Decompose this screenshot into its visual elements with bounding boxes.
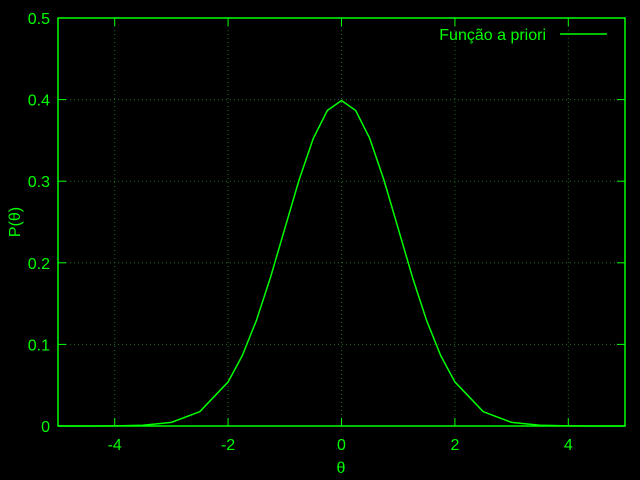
y-tick-label: 0: [41, 419, 50, 436]
y-tick-label: 0.4: [28, 93, 50, 110]
y-tick-label: 0.1: [28, 337, 50, 354]
series-layer: [57, 99, 626, 427]
grid-lines: [58, 18, 625, 426]
y-tick-label: 0.5: [28, 11, 50, 28]
y-axis-label: P(θ): [7, 207, 24, 237]
x-tick-label: -4: [108, 437, 122, 454]
series-line-funcao-a-priori: [57, 99, 626, 427]
y-tick-label: 0.2: [28, 256, 50, 273]
x-axis-label: θ: [337, 460, 346, 477]
y-tick-label: 0.3: [28, 174, 50, 191]
x-tick-label: -2: [221, 437, 235, 454]
x-tick-label: 4: [564, 437, 573, 454]
x-tick-label: 2: [450, 437, 459, 454]
legend-label: Função a priori: [439, 27, 546, 44]
legend: Função a priori: [439, 27, 607, 44]
x-tick-label: 0: [337, 437, 346, 454]
